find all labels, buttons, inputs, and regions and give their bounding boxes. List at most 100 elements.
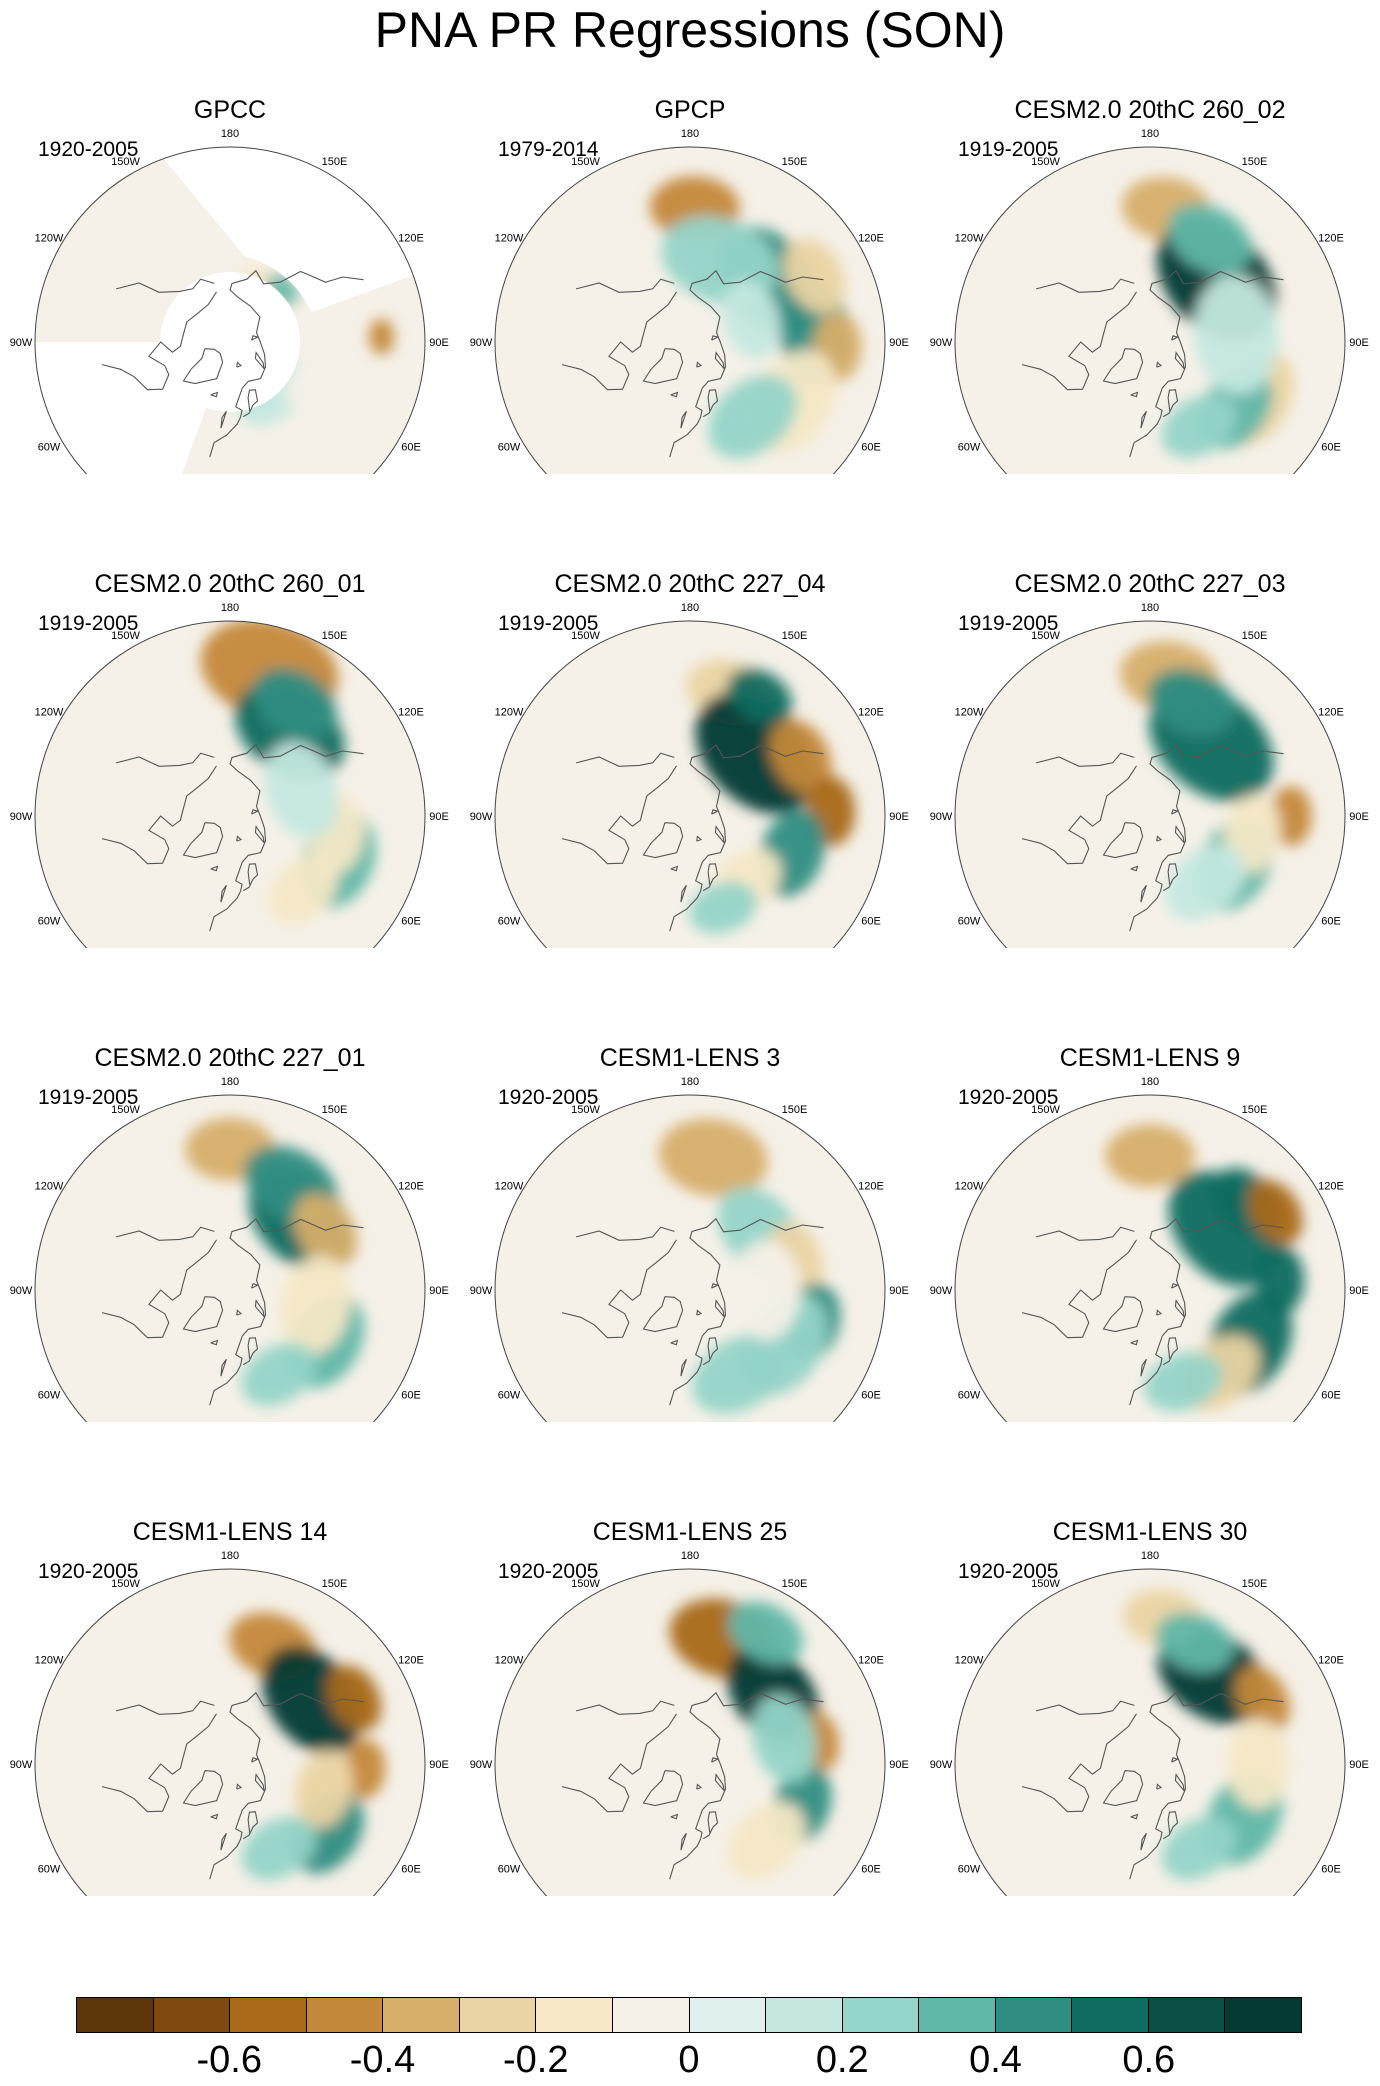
anomaly-region bbox=[295, 1749, 354, 1829]
anomaly-region bbox=[268, 854, 339, 925]
coastline bbox=[1035, 1700, 1135, 1715]
anomaly-region bbox=[1165, 844, 1246, 921]
panel-period: 1920-2005 bbox=[38, 138, 139, 161]
panel-title: CESM2.0 20thC 260_01 bbox=[94, 570, 366, 598]
panel-title: CESM1-LENS 3 bbox=[599, 1044, 781, 1072]
anomaly-region bbox=[264, 741, 339, 839]
longitude-label: 90W bbox=[10, 811, 33, 823]
missing-data-mask bbox=[160, 272, 300, 412]
anomaly-region bbox=[726, 668, 792, 724]
longitude-label: 90W bbox=[470, 811, 493, 823]
longitude-label: 150E bbox=[782, 1578, 808, 1590]
anomaly-region bbox=[1194, 274, 1279, 395]
coastline bbox=[1102, 1770, 1144, 1807]
panel-title: CESM2.0 20thC 227_03 bbox=[1014, 570, 1286, 598]
coastline bbox=[711, 809, 720, 815]
anomaly-region bbox=[1167, 203, 1252, 275]
anomaly-region bbox=[1247, 1179, 1303, 1245]
longitude-label: 90W bbox=[930, 337, 953, 349]
map-border bbox=[954, 1568, 1346, 1896]
colorbar-swatch bbox=[230, 1998, 307, 2032]
longitude-label: 90W bbox=[470, 1759, 493, 1771]
coastline bbox=[210, 1813, 219, 1820]
colorbar bbox=[76, 1997, 1302, 2033]
longitude-label: 150E bbox=[782, 156, 808, 168]
coastline bbox=[1171, 809, 1180, 815]
longitude-label: 120E bbox=[398, 1181, 424, 1193]
map-panel: CESM1-LENS 91920-2005180150E120E90E60E30… bbox=[920, 948, 1380, 1422]
panel-title: CESM1-LENS 9 bbox=[1059, 1044, 1241, 1072]
coastline bbox=[711, 1757, 720, 1763]
longitude-label: 60W bbox=[38, 1390, 61, 1402]
longitude-label: 60E bbox=[861, 1390, 881, 1402]
anomaly-region bbox=[1254, 1243, 1305, 1314]
coastline bbox=[1035, 1226, 1135, 1241]
longitude-label: 90E bbox=[889, 1285, 909, 1297]
longitude-label: 120W bbox=[495, 233, 524, 245]
coastline bbox=[101, 291, 217, 391]
map-border bbox=[494, 620, 886, 948]
polar-map: 180150E120E90E60E30E030W60W90W120W150W bbox=[930, 1550, 1369, 1896]
longitude-label: 120E bbox=[1318, 1181, 1344, 1193]
panel-period: 1979-2014 bbox=[498, 138, 599, 161]
coastline bbox=[680, 884, 687, 903]
longitude-label: 120W bbox=[495, 1655, 524, 1667]
coastline bbox=[696, 1783, 703, 1790]
longitude-label: 60E bbox=[1321, 442, 1341, 454]
panel-title: GPCP bbox=[654, 96, 726, 124]
coastline bbox=[115, 278, 215, 293]
anomaly-region bbox=[1161, 1816, 1237, 1880]
coastline bbox=[714, 1773, 725, 1792]
longitude-label: 90E bbox=[1349, 1759, 1369, 1771]
coastline bbox=[101, 1239, 217, 1339]
coastline bbox=[696, 1309, 703, 1316]
longitude-label: 90E bbox=[889, 1759, 909, 1771]
coastline bbox=[251, 335, 260, 341]
anomaly-region bbox=[708, 374, 798, 459]
coastline bbox=[182, 1770, 224, 1807]
longitude-label: 120E bbox=[858, 1181, 884, 1193]
longitude-label: 180 bbox=[221, 1076, 239, 1088]
longitude-label: 180 bbox=[221, 1550, 239, 1562]
panel-title: CESM1-LENS 25 bbox=[592, 1518, 788, 1546]
anomaly-region bbox=[252, 668, 338, 739]
longitude-label: 150W bbox=[571, 156, 600, 168]
longitude-label: 120W bbox=[955, 707, 984, 719]
longitude-label: 150E bbox=[1242, 1578, 1268, 1590]
coastline bbox=[1156, 1783, 1163, 1790]
map-panel: CESM2.0 20thC 260_01 1919-2005 180 150E 120E… bbox=[0, 474, 460, 948]
map-border bbox=[954, 620, 1346, 948]
anomaly-region bbox=[730, 1240, 801, 1340]
longitude-label: 150W bbox=[571, 1578, 600, 1590]
colorbar-swatch bbox=[842, 1998, 920, 2032]
anomaly-region bbox=[783, 238, 846, 314]
coastline bbox=[1129, 1217, 1284, 1406]
coastline bbox=[1156, 835, 1163, 842]
anomaly-region bbox=[241, 1342, 317, 1406]
longitude-label: 120E bbox=[858, 707, 884, 719]
coastline bbox=[711, 335, 720, 341]
colorbar-tick-label: 0.2 bbox=[815, 2039, 869, 2081]
longitude-label: 90W bbox=[470, 1285, 493, 1297]
longitude-label: 90W bbox=[10, 337, 33, 349]
coastline bbox=[670, 865, 679, 872]
anomaly-region bbox=[658, 1118, 768, 1197]
coastline bbox=[702, 1811, 719, 1840]
map-border bbox=[494, 1568, 886, 1896]
longitude-label: 180 bbox=[221, 602, 239, 614]
coastline bbox=[210, 391, 219, 398]
colorbar-swatch bbox=[153, 1998, 231, 2032]
coastline bbox=[236, 1783, 243, 1790]
longitude-label: 180 bbox=[1141, 602, 1159, 614]
polar-map: 180150E120E90E60E30E030W60W90W120W150W bbox=[10, 602, 449, 948]
panel-period: 1920-2005 bbox=[958, 1560, 1059, 1583]
map-border bbox=[494, 1094, 886, 1422]
longitude-label: 150E bbox=[322, 1578, 348, 1590]
longitude-label: 120W bbox=[955, 1655, 984, 1667]
coastline bbox=[680, 1358, 687, 1377]
longitude-label: 60W bbox=[958, 1390, 981, 1402]
figure-title: PNA PR Regressions (SON) bbox=[374, 2, 1006, 58]
map-border bbox=[954, 146, 1346, 474]
longitude-label: 90W bbox=[10, 1759, 33, 1771]
longitude-label: 90E bbox=[1349, 811, 1369, 823]
